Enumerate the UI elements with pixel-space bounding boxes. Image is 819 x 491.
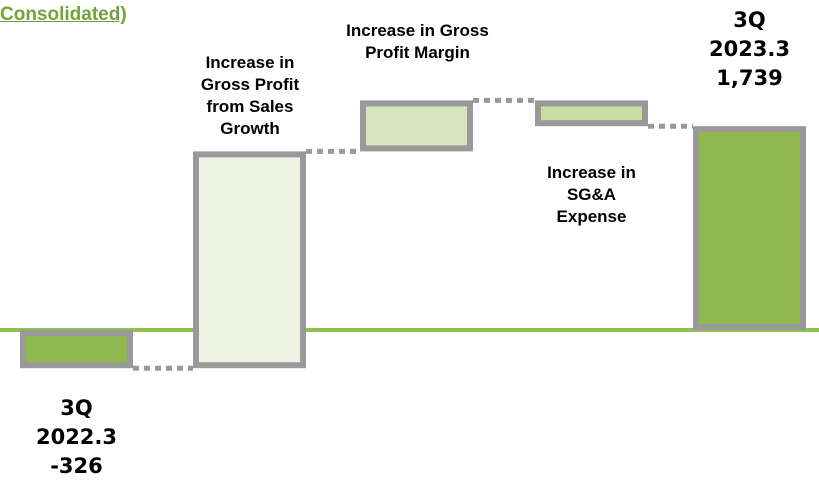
- bar: [360, 100, 473, 152]
- chart-title: Consolidated): [0, 4, 127, 25]
- category-label: 3Q 2023.3: [708, 8, 791, 61]
- category-label: Increase in SG&A Expense: [547, 163, 636, 226]
- bar: [535, 100, 648, 127]
- value-label: 1,739: [716, 66, 783, 90]
- category-label: Increase in Gross Profit from Sales Grow…: [200, 53, 300, 138]
- category-label: Increase in Gross Profit Margin: [346, 21, 489, 62]
- bar: [20, 330, 133, 369]
- bar: [193, 151, 306, 369]
- value-label: -326: [50, 454, 103, 478]
- category-label: 3Q 2022.3: [35, 396, 118, 449]
- bar: [693, 126, 806, 330]
